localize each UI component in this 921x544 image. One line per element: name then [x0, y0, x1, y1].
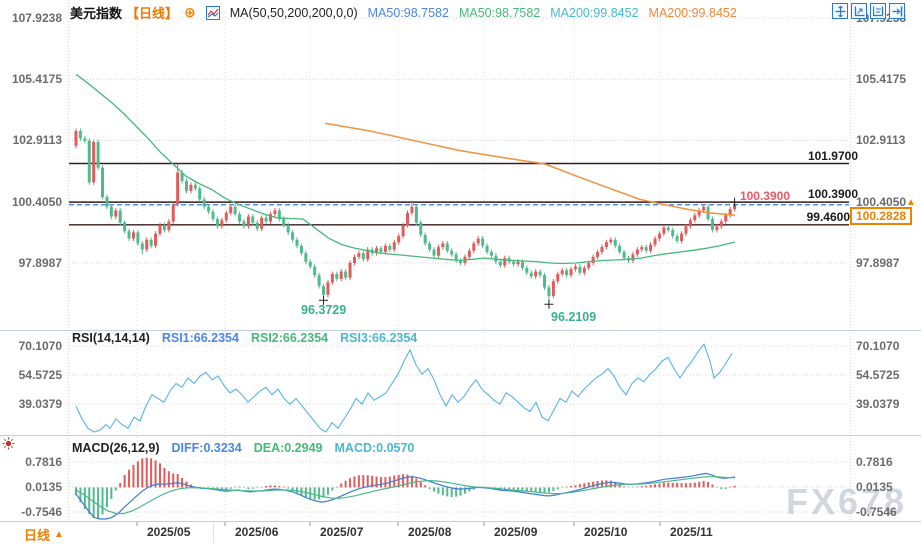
- axis-label: 105.4175: [11, 72, 62, 86]
- date-label: 2025/09: [494, 525, 538, 539]
- ma200-value-1: MA200:99.8452: [550, 5, 639, 20]
- symbol-title: 美元指数: [70, 6, 123, 21]
- macd-axis-label: 0.7816: [856, 455, 893, 469]
- rsi2-value: RSI2:66.2354: [250, 331, 329, 345]
- axis-label: 97.8987: [856, 256, 900, 270]
- ma50-value-2: MA50:98.7582: [458, 5, 541, 20]
- date-label: 2025/05: [147, 525, 191, 539]
- rsi-axis-label: 70.1070: [856, 339, 900, 353]
- low-annotation-1: 96.3729: [301, 303, 347, 317]
- macd-axis-label: -0.7546: [856, 505, 897, 519]
- axis-label: 100.4050: [11, 195, 62, 209]
- date-label: 2025/06: [235, 525, 279, 539]
- macd-axis-label: 0.0135: [25, 480, 62, 494]
- diff-value: DIFF:0.3234: [171, 441, 242, 455]
- axis-label: 105.4175: [856, 72, 907, 86]
- rsi-axis-label: 39.0379: [18, 397, 62, 411]
- current-price-box: 100.2828: [850, 207, 913, 225]
- axis-label: 102.9113: [856, 133, 906, 147]
- chart-header: 美元指数 【日线】 ⊕ MA(50,50,200,200,0,0) MA50:9…: [70, 3, 737, 22]
- fx678-watermark: FX678: [786, 481, 908, 522]
- macd-axis-label: 0.7816: [25, 455, 62, 469]
- period-dropdown-arrow-icon: ▲: [54, 529, 64, 540]
- level-label-99.46: 99.4600: [806, 210, 850, 224]
- level-label-100.39: 100.3900: [807, 187, 858, 201]
- ma50-value-1: MA50:98.7582: [367, 5, 449, 20]
- date-label: 2025/07: [320, 525, 364, 539]
- crosshair-move-icon[interactable]: [832, 3, 848, 19]
- macd-header: MACD(26,12,9) DIFF:0.3234 DEA:0.2949 MAC…: [72, 441, 414, 455]
- rsi-axis-label: 70.1070: [18, 339, 62, 353]
- period-tag: 【日线】: [126, 6, 179, 21]
- macd-axis-label: -0.7546: [21, 505, 62, 519]
- chart-type-icon[interactable]: [205, 5, 220, 20]
- macd-value: MACD:0.0570: [334, 441, 415, 455]
- ma-settings-label: MA(50,50,200,200,0,0): [229, 5, 358, 20]
- macd-title: MACD(26,12,9): [72, 441, 160, 455]
- rsi-axis-label: 39.0379: [856, 397, 900, 411]
- rsi-header: RSI(14,14,14) RSI1:66.2354 RSI2:66.2354 …: [72, 331, 417, 345]
- date-label: 2025/11: [670, 525, 713, 539]
- rsi-axis-label: 54.5725: [856, 368, 900, 382]
- level-label-101.97: 101.9700: [807, 149, 858, 163]
- price-up-arrow-icon: ▲: [906, 197, 916, 208]
- axis-label: 100.4050: [856, 195, 907, 209]
- period-selector-button[interactable]: 日线 ▲: [24, 525, 64, 544]
- chart-toolbar: [832, 3, 905, 19]
- date-label: 2025/10: [584, 525, 628, 539]
- dea-value: DEA:0.2949: [253, 441, 323, 455]
- period-selector-label: 日线: [24, 528, 51, 543]
- axis-label: 107.9238: [11, 11, 62, 25]
- add-indicator-icon[interactable]: ⊕: [184, 4, 196, 20]
- rsi-title: RSI(14,14,14): [72, 331, 150, 345]
- goto-latest-icon[interactable]: [889, 3, 905, 19]
- axis-label: 102.9113: [12, 133, 62, 147]
- rsi-axis-label: 54.5725: [18, 368, 62, 382]
- ma200-value-2: MA200:99.8452: [648, 5, 737, 20]
- high-marker-label: 100.3900: [739, 189, 790, 203]
- low-annotation-2: 96.2109: [551, 310, 597, 324]
- macd-settings-icon[interactable]: [2, 437, 15, 455]
- macd-axis-label: 0.0135: [856, 480, 893, 494]
- rsi3-value: RSI3:66.2354: [340, 331, 418, 345]
- date-label: 2025/08: [408, 525, 452, 539]
- rsi1-value: RSI1:66.2354: [161, 331, 239, 345]
- axis-label: 97.8987: [18, 256, 62, 270]
- axis-scale-right-icon[interactable]: [870, 3, 886, 19]
- axis-scale-left-icon[interactable]: [851, 3, 867, 19]
